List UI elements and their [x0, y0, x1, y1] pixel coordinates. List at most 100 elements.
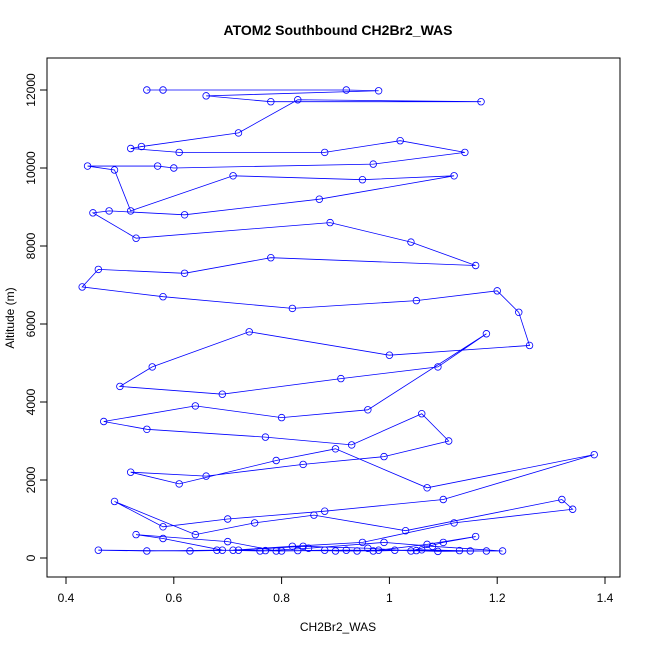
data-point	[337, 374, 345, 383]
data-point	[180, 211, 189, 219]
data-point	[261, 546, 270, 555]
data-point	[137, 142, 146, 151]
data-point	[444, 437, 453, 445]
data-point	[100, 417, 108, 426]
data-point	[191, 402, 200, 410]
y-tick-label: 2000	[24, 466, 38, 493]
data-point	[428, 542, 437, 550]
y-tick-label: 8000	[24, 232, 38, 259]
data-point	[342, 546, 350, 554]
x-axis-label: CH2Br2_WAS	[300, 620, 376, 634]
data-point	[321, 546, 329, 554]
data-point	[385, 351, 394, 359]
data-point	[439, 538, 447, 547]
data-point	[229, 546, 237, 554]
data-point	[439, 495, 447, 504]
data-point	[159, 534, 167, 543]
data-point	[202, 92, 210, 100]
data-point	[105, 207, 113, 215]
data-point	[250, 519, 259, 527]
data-point	[455, 546, 464, 555]
series-line	[81, 89, 595, 552]
data-point	[353, 547, 361, 555]
data-point	[175, 148, 183, 157]
data-point	[407, 547, 415, 555]
data-point	[369, 160, 377, 168]
data-point	[277, 413, 286, 422]
data-point	[272, 456, 280, 465]
data-point	[110, 166, 119, 174]
data-point	[525, 341, 534, 350]
plot-frame	[46, 57, 621, 578]
data-point	[558, 495, 566, 504]
data-point	[143, 86, 151, 94]
y-axis-label: Altitude (m)	[3, 287, 17, 348]
data-point	[434, 363, 442, 371]
data-point	[175, 480, 183, 488]
data-point	[391, 546, 399, 554]
data-point	[471, 532, 480, 541]
data-point	[288, 304, 297, 313]
data-point	[267, 254, 275, 262]
data-point	[590, 450, 598, 459]
data-point	[218, 546, 227, 554]
data-point	[515, 308, 523, 316]
data-point	[294, 96, 302, 104]
data-point	[321, 507, 329, 515]
x-tick-label: 1.4	[597, 591, 614, 605]
x-tick-label: 1	[386, 591, 393, 605]
data-point	[423, 540, 431, 549]
data-point	[78, 283, 86, 291]
chart-title: ATOM2 Southbound CH2Br2_WAS	[224, 22, 453, 38]
data-point	[261, 433, 270, 441]
data-point	[412, 296, 421, 305]
data-point	[218, 390, 227, 398]
data-point	[94, 546, 103, 554]
data-point	[358, 175, 367, 184]
data-point	[223, 515, 232, 523]
data-point	[418, 546, 426, 554]
data-point	[477, 97, 485, 106]
data-point	[568, 505, 577, 513]
data-point	[401, 527, 410, 535]
x-tick-label: 1.2	[489, 591, 506, 605]
data-point	[471, 261, 480, 270]
data-point	[450, 172, 458, 180]
data-point	[364, 544, 372, 552]
data-point	[180, 269, 189, 277]
data-point	[277, 547, 286, 555]
data-point	[482, 547, 491, 555]
y-tick-label: 10000	[24, 151, 38, 185]
data-point	[380, 538, 388, 547]
data-point	[234, 129, 243, 137]
data-point	[126, 468, 135, 476]
data-point	[418, 410, 426, 418]
data-point	[132, 234, 140, 242]
data-point	[423, 484, 431, 492]
data-point	[89, 209, 97, 217]
data-point	[374, 87, 383, 95]
data-point	[342, 86, 350, 94]
data-point	[493, 287, 501, 295]
data-point	[407, 238, 415, 246]
data-point	[364, 406, 372, 414]
data-point	[315, 195, 324, 203]
data-point	[170, 164, 178, 172]
data-point	[434, 547, 442, 556]
data-point	[229, 172, 237, 180]
data-point	[396, 136, 404, 145]
data-point	[374, 546, 383, 554]
data-point	[159, 86, 167, 94]
data-point	[299, 542, 307, 550]
data-point	[223, 537, 232, 546]
data-point	[186, 547, 194, 555]
data-point	[450, 519, 458, 527]
data-point	[143, 547, 151, 555]
data-point	[321, 148, 329, 157]
y-tick-label: 6000	[24, 310, 38, 337]
data-point	[245, 328, 253, 336]
data-point	[191, 530, 200, 539]
data-point	[461, 148, 469, 157]
